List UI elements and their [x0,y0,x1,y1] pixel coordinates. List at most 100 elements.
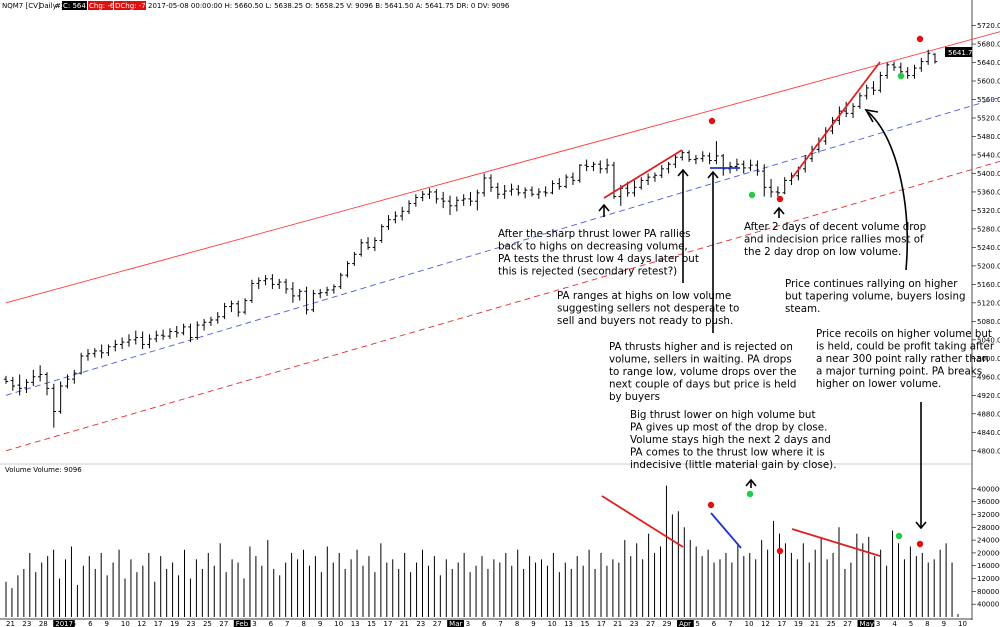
date-tick-label: 21 [6,620,15,627]
price-tick-label: 5600.00 [977,78,1000,86]
date-tick-label: 7 [498,620,502,627]
volume-tick-label: 280000 [977,524,1000,532]
price-tick-label: 5400.00 [977,170,1000,178]
red-dot [708,117,716,125]
date-tick-label: 17 [597,620,606,627]
date-tick-label: 10 [958,620,967,627]
date-tick-label: 27 [843,620,852,627]
annotation-line: and indecision price rallies most of [744,234,924,246]
annotation-line: PA ranges at highs on low volume [557,290,731,302]
date-tick-label: 21 [400,620,409,627]
price-tick-label: 5720.00 [977,22,1000,30]
curved-arrow-shaft [867,111,909,271]
annotation-notes: After the sharp thrust lower PA ralliesb… [498,221,995,471]
header-symbol: NQM7 [CV] [2,2,41,10]
price-tick-label: 5320.00 [977,207,1000,215]
volume-axis: 400000 360000 320000 280000 240000 200000 1600… [972,485,1000,609]
date-label-bg [447,620,464,627]
annotation-line: After 2 days of decent volume drop [744,221,926,233]
annotation-line: to range low, volume drops over the [609,366,797,378]
date-tick-label: May [860,620,874,627]
date-tick-label: 2017 [55,620,73,627]
date-tick-label: 17 [154,620,163,627]
header-close: C: 5641.75 [63,2,101,10]
date-tick-label: 6 [712,620,717,627]
date-tick-label: 8 [925,620,929,627]
red-dot [916,540,924,548]
last-price-box [945,47,972,57]
green-dot [895,532,903,540]
date-label-bg [857,620,875,627]
header-details: 2017-05-08 00:00:00 H: 5660.50 L: 5638.2… [148,2,510,10]
header-dchg: DChg: -7.25 [115,2,157,10]
red-dot [916,35,924,43]
date-tick-label: 15 [580,620,589,627]
annotation-line: higher on lower volume. [816,378,941,390]
date-tick-label: 23 [630,620,639,627]
price-tick-label: 5160.00 [977,281,1000,289]
annotation-line: volume, sellers in waiting. PA drops [609,354,792,366]
price-tick-label: 4880.00 [977,410,1000,418]
date-tick-label: 23 [22,620,31,627]
volume-header: Volume Volume: 9096 [5,466,82,474]
price-tick-label: 4920.00 [977,392,1000,400]
price-tick-label: 5120.00 [977,299,1000,307]
date-tick-label: 7 [728,620,732,627]
down-arrow [915,521,927,530]
volume-tick-label: 240000 [977,537,1000,545]
chart-header: NQM7 [CV] Daily #3 C: 5641.75 Chg: -6.50… [2,1,510,10]
volume-tick-label: 40000 [977,601,999,609]
date-label-bg [676,620,694,627]
price-tick-label: 5200.00 [977,262,1000,270]
red-dot [707,501,715,509]
price-tick-label: 5560.00 [977,96,1000,104]
annotation-line: this is rejected (secondary retest?) [498,266,677,278]
price-tick-label: 5680.00 [977,41,1000,49]
up-arrow [745,478,757,487]
annotation-line: PA gives up most of the drop by close. [630,422,827,434]
date-tick-label: 4 [892,620,897,627]
date-tick-label: 5 [909,620,913,627]
volume-bars [5,485,959,617]
volume-tick-label: 320000 [977,511,1000,519]
price-tick-label: 5360.00 [977,188,1000,196]
channel-line [5,96,1000,396]
annotation-line: is held, could be profit taking after [816,341,995,353]
price-tick-label: 5280.00 [977,225,1000,233]
date-tick-label: Feb [236,620,249,627]
volume-taper-line [791,528,881,557]
date-tick-label: 8 [301,620,305,627]
date-tick-label: 8 [515,620,519,627]
volume-tick-label: 360000 [977,498,1000,506]
price-tick-label: 5640.00 [977,59,1000,67]
price-tick-label: 5040.00 [977,336,1000,344]
volume-tick-label: 160000 [977,562,1000,570]
date-tick-label: 7 [285,620,289,627]
date-tick-label: 28 [39,620,48,627]
green-dot [897,72,905,80]
date-tick-label: 6 [482,620,487,627]
date-tick-label: 3 [466,620,470,627]
date-tick-label: 9 [531,620,535,627]
date-tick-label: 10 [745,620,754,627]
channel-line [5,160,1000,452]
annotation-line: the 2 day drop on low volume. [744,246,901,258]
trend-channels [5,31,1000,452]
annotation-line: sell and buyers not ready to push. [557,315,733,327]
date-tick-label: 23 [187,620,196,627]
annotation-line: indecisive (little material gain by clos… [630,459,836,471]
volume-tick-label: 400000 [977,485,1000,493]
date-tick-label: 10 [334,620,343,627]
green-dot [748,191,756,199]
annotation-line: PA tests the thrust low 4 days later but [498,253,699,265]
header-chg: Chg: -6.50 [89,2,125,10]
ohlc-bars [3,49,938,428]
date-tick-label: 5 [695,620,699,627]
close-label-bg [62,1,87,10]
date-tick-label: 13 [351,620,360,627]
date-tick-label: Apr [679,620,691,627]
price-tick-label: 4960.00 [977,373,1000,381]
date-tick-label: 23 [416,620,425,627]
red-dot [776,547,784,555]
